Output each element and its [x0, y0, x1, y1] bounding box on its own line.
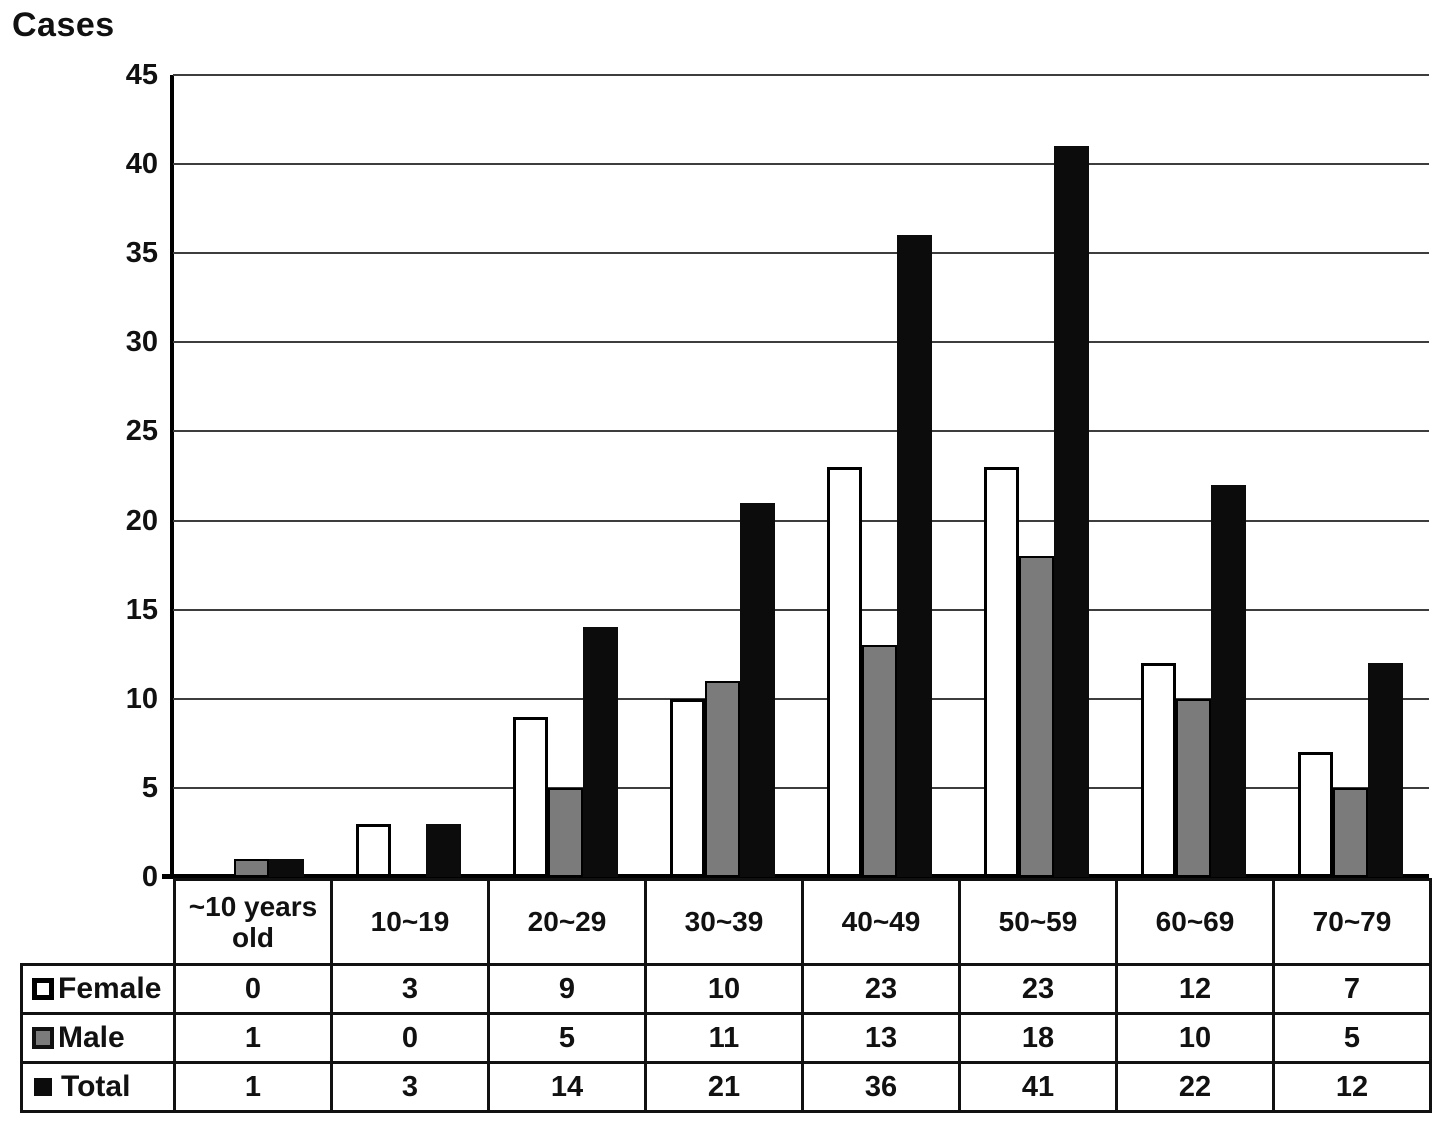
category-header-cell-4: 40~49 [801, 878, 961, 966]
bar-male-0 [234, 859, 269, 877]
table-row-male: Male 1 0 5 11 13 18 10 5 [20, 1012, 1432, 1064]
value-cell-male-5: 18 [958, 1012, 1118, 1064]
value-cell-total-7: 12 [1272, 1061, 1432, 1113]
value-cell-male-4: 13 [801, 1012, 961, 1064]
category-header-cell-5: 50~59 [958, 878, 1118, 966]
gridline-15 [173, 608, 1429, 611]
legend-label-male: Male [58, 1021, 125, 1054]
value-cell-female-7: 7 [1272, 963, 1432, 1015]
legend-cell-total: Total [20, 1061, 176, 1113]
legend-label-total: Total [61, 1070, 131, 1103]
value-cell-total-3: 21 [644, 1061, 804, 1113]
legend-label-female: Female [58, 972, 162, 1005]
category-header-cell-7: 70~79 [1272, 878, 1432, 966]
bar-female-6 [1141, 663, 1176, 877]
bar-total-3 [740, 503, 775, 877]
category-header-cell-0: ~10 years old [173, 878, 333, 966]
bar-total-4 [897, 235, 932, 877]
bar-male-5 [1019, 556, 1054, 877]
table-row-total: Total 1 3 14 21 36 41 22 12 [20, 1061, 1432, 1113]
legend-cell-female: Female [20, 963, 176, 1015]
bar-female-3 [670, 699, 705, 877]
value-cell-female-3: 10 [644, 963, 804, 1015]
bar-total-6 [1211, 485, 1246, 877]
value-cell-total-1: 3 [330, 1061, 490, 1113]
value-cell-female-2: 9 [487, 963, 647, 1015]
bar-male-6 [1176, 699, 1211, 877]
bar-total-0 [269, 859, 304, 877]
y-tick-label: 20 [125, 504, 158, 537]
value-cell-female-6: 12 [1115, 963, 1275, 1015]
value-cell-male-2: 5 [487, 1012, 647, 1064]
gray-square-icon [32, 1027, 54, 1049]
value-cell-total-0: 1 [173, 1061, 333, 1113]
y-tick-label: 30 [125, 326, 158, 359]
data-table: ~10 years old 10~19 20~29 30~39 40~49 50~59 60… [20, 878, 1432, 1113]
value-cell-total-2: 14 [487, 1061, 647, 1113]
bar-male-3 [705, 681, 740, 877]
category-header-cell-3: 30~39 [644, 878, 804, 966]
value-cell-female-5: 23 [958, 963, 1118, 1015]
bar-male-2 [548, 788, 583, 877]
y-tick-label: 5 [141, 771, 158, 804]
value-cell-male-6: 10 [1115, 1012, 1275, 1064]
y-axis-line [170, 75, 174, 878]
table-corner-spacer [22, 880, 175, 965]
value-cell-male-7: 5 [1272, 1012, 1432, 1064]
bar-female-5 [984, 467, 1019, 877]
gridline-35 [173, 252, 1429, 255]
value-cell-male-1: 0 [330, 1012, 490, 1064]
category-header-cell-1: 10~19 [330, 878, 490, 966]
gridline-40 [173, 163, 1429, 166]
bar-female-7 [1298, 752, 1333, 877]
bar-male-4 [862, 645, 897, 877]
category-header-cell-2: 20~29 [487, 878, 647, 966]
bar-male-7 [1333, 788, 1368, 877]
bar-female-2 [513, 717, 548, 877]
black-square-icon [34, 1078, 52, 1096]
bar-total-1 [426, 824, 461, 877]
y-tick-label: 15 [125, 593, 158, 626]
gridline-5 [173, 786, 1429, 789]
bar-total-5 [1054, 146, 1089, 877]
value-cell-female-4: 23 [801, 963, 961, 1015]
gridline-10 [173, 697, 1429, 700]
y-tick-label: 0 [141, 861, 158, 893]
value-cell-male-0: 1 [173, 1012, 333, 1064]
table-row-female: Female 0 3 9 10 23 23 12 7 [20, 963, 1432, 1015]
bar-total-7 [1368, 663, 1403, 877]
white-square-icon [32, 978, 54, 1000]
gridline-25 [173, 430, 1429, 433]
bar-female-4 [827, 467, 862, 877]
y-tick-label: 45 [125, 59, 158, 91]
category-header-row: ~10 years old 10~19 20~29 30~39 40~49 50~59 60… [22, 878, 1432, 966]
value-cell-female-0: 0 [173, 963, 333, 1015]
y-tick-label: 25 [125, 415, 158, 448]
category-header-cell-6: 60~69 [1115, 878, 1275, 966]
gridline-45 [173, 74, 1429, 76]
value-cell-total-6: 22 [1115, 1061, 1275, 1113]
x-axis-line [162, 874, 1429, 879]
legend-cell-male: Male [20, 1012, 176, 1064]
value-cell-female-1: 3 [330, 963, 490, 1015]
bar-total-2 [583, 627, 618, 877]
y-tick-label: 35 [125, 237, 158, 270]
gridline-20 [173, 519, 1429, 522]
y-axis-title: Cases [12, 6, 115, 44]
bar-female-1 [356, 824, 391, 877]
y-tick-label: 10 [125, 682, 158, 715]
y-tick-label: 40 [125, 148, 158, 181]
gridline-30 [173, 341, 1429, 344]
value-cell-total-4: 36 [801, 1061, 961, 1113]
value-cell-total-5: 41 [958, 1061, 1118, 1113]
value-cell-male-3: 11 [644, 1012, 804, 1064]
